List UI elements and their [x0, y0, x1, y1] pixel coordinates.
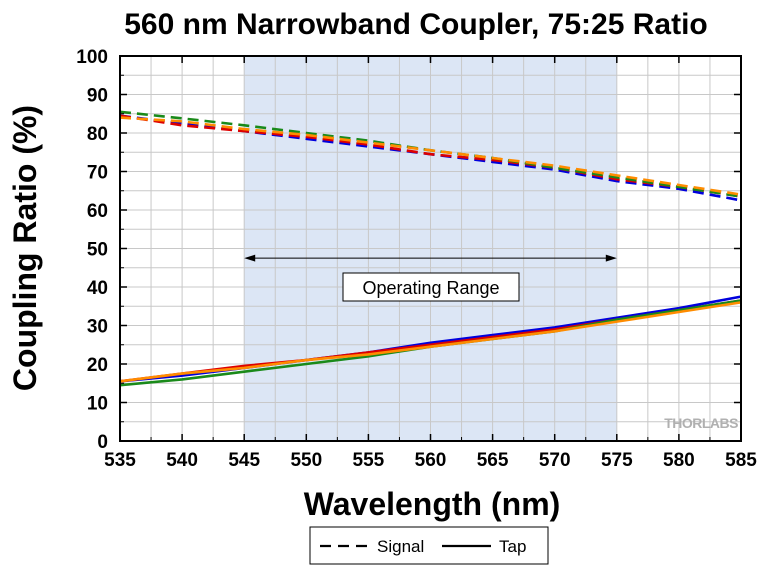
- x-tick-label: 570: [539, 450, 571, 471]
- x-tick-label: 565: [477, 450, 509, 471]
- range-arrowhead-right: [605, 254, 617, 262]
- x-tick-label: 585: [725, 450, 757, 471]
- operating-range-annotation: Operating Range: [244, 254, 617, 302]
- legend: Signal Tap: [309, 526, 549, 565]
- y-tick-label: 70: [87, 163, 108, 184]
- thorlabs-watermark: THORLABS: [664, 415, 738, 431]
- series-lines: [119, 110, 742, 387]
- legend-tap-label: Tap: [499, 537, 526, 556]
- annotation-box: [342, 272, 520, 302]
- range-arrowhead-left: [244, 254, 256, 262]
- y-tick-label: 50: [87, 240, 108, 261]
- y-tick-label: 60: [87, 201, 108, 222]
- legend-signal-label: Signal: [377, 537, 424, 556]
- x-tick-label: 550: [290, 450, 322, 471]
- y-tick-label: 90: [87, 86, 108, 107]
- axis-ticks: 535 540 545 550 555 560 565 570 575 580 585 0 10 20 30…: [76, 47, 757, 471]
- x-tick-label: 545: [228, 450, 260, 471]
- y-tick-label: 20: [87, 355, 108, 376]
- x-tick-label: 560: [415, 450, 447, 471]
- series-line-solid-7: [119, 301, 742, 383]
- series-line-dashed-3: [119, 116, 742, 196]
- annotation-label: Operating Range: [362, 278, 499, 298]
- y-tick-label: 10: [87, 394, 108, 415]
- y-tick-label: 0: [97, 432, 108, 453]
- y-tick-label: 80: [87, 124, 108, 145]
- x-axis-title: Wavelength (nm): [304, 486, 561, 522]
- y-axis-title: Coupling Ratio (%): [7, 105, 43, 391]
- legend-box: [309, 526, 549, 565]
- grid-lines: [120, 56, 741, 441]
- x-tick-label: 575: [601, 450, 633, 471]
- y-tick-label: 40: [87, 278, 108, 299]
- x-tick-label: 555: [353, 450, 385, 471]
- chart-title: 560 nm Narrowband Coupler, 75:25 Ratio: [124, 8, 708, 41]
- x-tick-label: 540: [166, 450, 198, 471]
- x-tick-label: 535: [104, 450, 136, 471]
- series-line-dashed-1: [119, 114, 742, 198]
- y-tick-label: 100: [76, 47, 108, 68]
- x-tick-label: 580: [663, 450, 695, 471]
- y-tick-label: 30: [87, 317, 108, 338]
